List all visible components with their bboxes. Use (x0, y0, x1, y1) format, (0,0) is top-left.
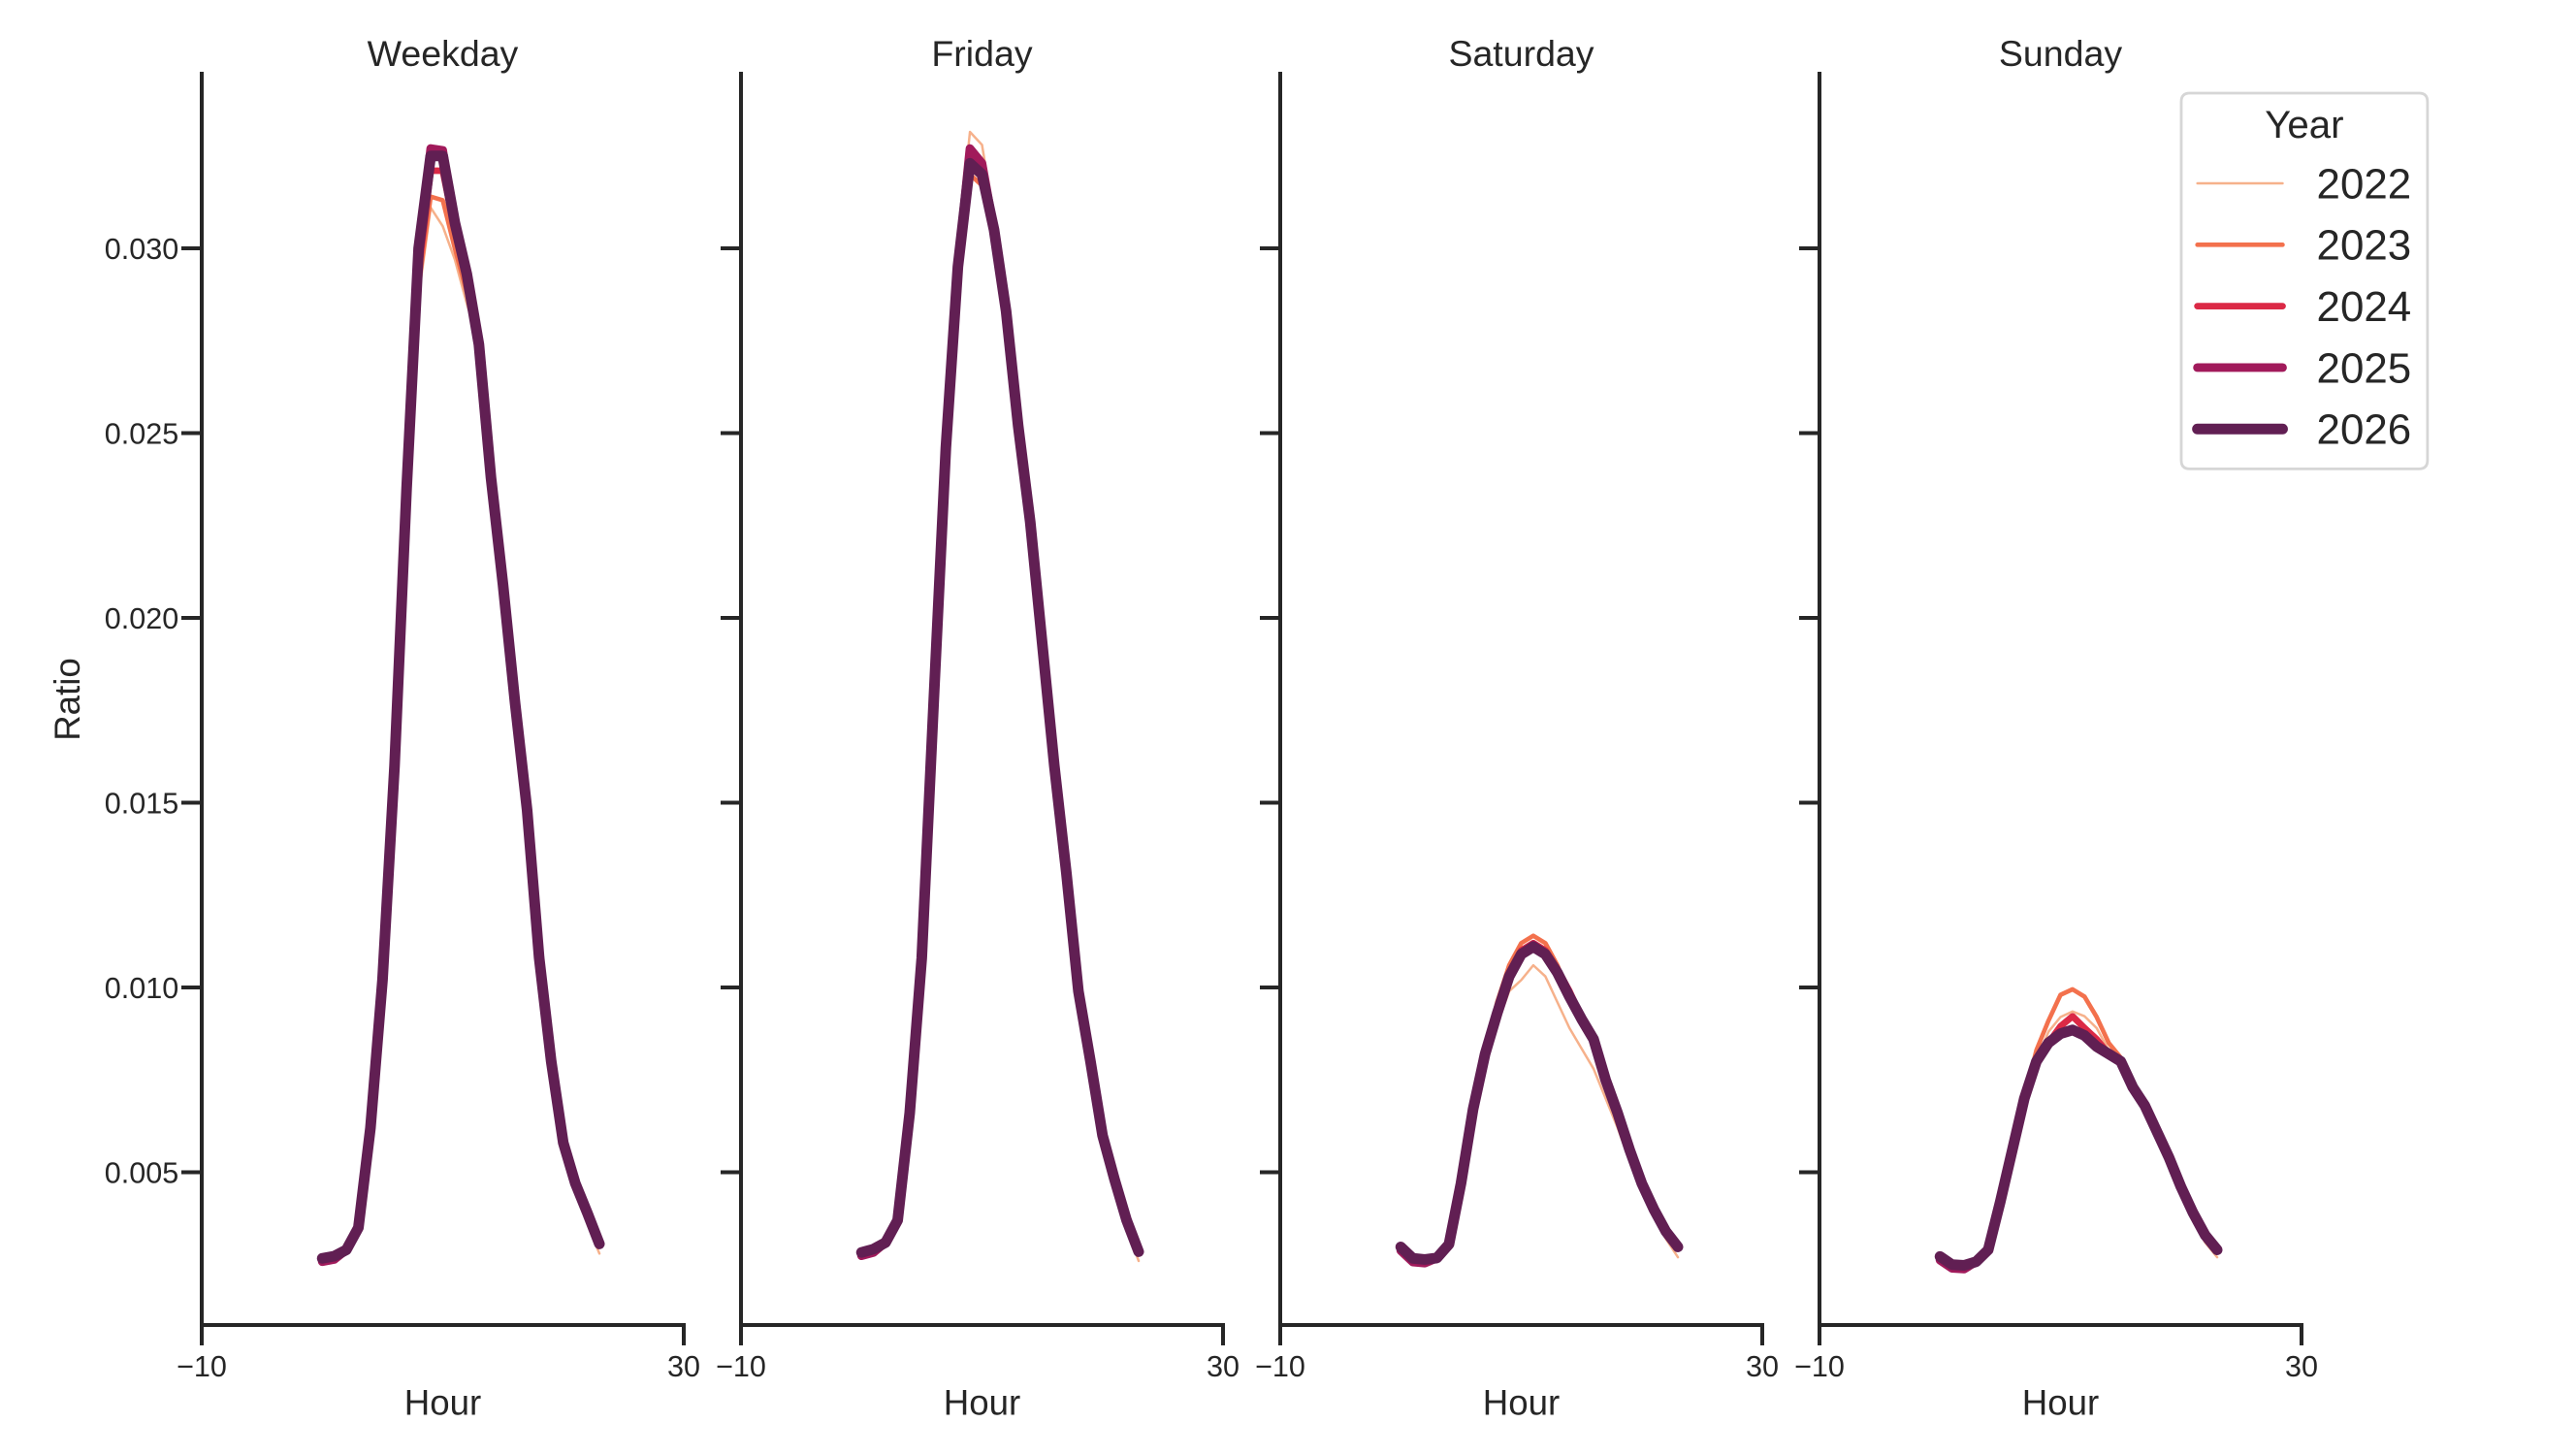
svg-text:0.005: 0.005 (105, 1157, 178, 1190)
svg-text:0.025: 0.025 (105, 418, 178, 451)
svg-text:30: 30 (2285, 1350, 2318, 1383)
svg-text:Sunday: Sunday (1999, 33, 2122, 74)
svg-text:Hour: Hour (944, 1383, 1020, 1423)
svg-text:30: 30 (1746, 1350, 1779, 1383)
svg-text:30: 30 (667, 1350, 700, 1383)
svg-text:Weekday: Weekday (368, 33, 519, 74)
svg-text:2024: 2024 (2317, 283, 2412, 331)
svg-text:Hour: Hour (1483, 1383, 1560, 1423)
svg-text:Friday: Friday (931, 33, 1032, 74)
svg-text:2025: 2025 (2317, 344, 2412, 392)
svg-text:Year: Year (2265, 103, 2343, 146)
svg-text:2026: 2026 (2317, 406, 2412, 454)
svg-text:Ratio: Ratio (48, 658, 87, 741)
svg-text:−10: −10 (716, 1350, 766, 1383)
svg-text:−10: −10 (177, 1350, 227, 1383)
svg-text:0.020: 0.020 (105, 602, 178, 635)
svg-text:0.030: 0.030 (105, 233, 178, 266)
svg-text:0.015: 0.015 (105, 788, 178, 821)
svg-text:Hour: Hour (404, 1383, 481, 1423)
svg-text:2022: 2022 (2317, 160, 2412, 208)
svg-text:2023: 2023 (2317, 222, 2412, 270)
svg-text:−10: −10 (1794, 1350, 1845, 1383)
svg-text:Hour: Hour (2022, 1383, 2099, 1423)
svg-text:Saturday: Saturday (1448, 33, 1594, 74)
svg-text:0.010: 0.010 (105, 972, 178, 1005)
svg-text:30: 30 (1207, 1350, 1240, 1383)
svg-text:−10: −10 (1255, 1350, 1305, 1383)
